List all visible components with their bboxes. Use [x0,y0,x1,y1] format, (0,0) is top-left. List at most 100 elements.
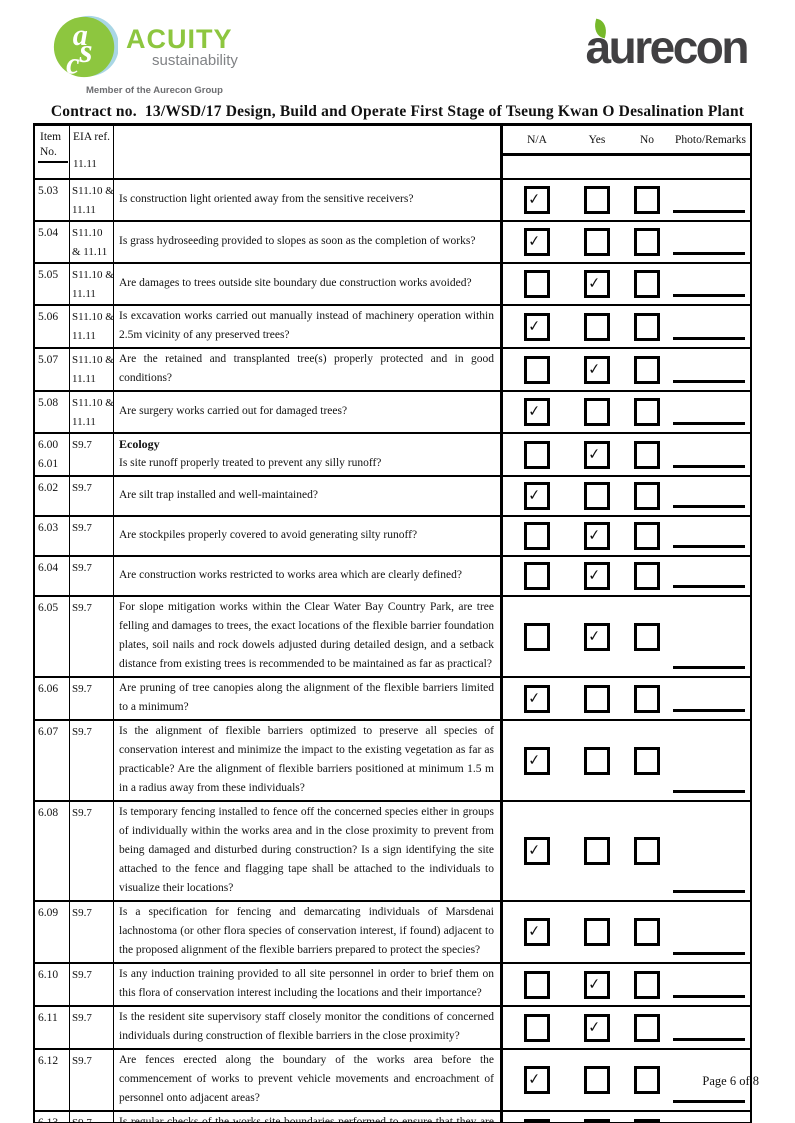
remarks-underline[interactable] [673,294,745,297]
na-checkbox[interactable] [524,522,550,550]
answer-panel [503,721,750,800]
remarks-underline[interactable] [673,465,745,468]
yes-checkbox[interactable] [584,482,610,510]
remarks-underline[interactable] [673,337,745,340]
no-checkbox[interactable] [634,562,660,590]
no-checkbox[interactable] [634,1013,660,1042]
item-no-cell: 5.05 [35,264,70,304]
yes-checkbox[interactable] [584,312,610,341]
yes-checkbox[interactable] [584,355,610,384]
remarks-underline[interactable] [673,890,745,893]
answer-panel [503,802,750,900]
no-checkbox[interactable] [634,970,660,999]
yes-checkbox[interactable] [584,562,610,590]
no-checkbox[interactable] [634,1119,660,1122]
na-checkbox[interactable] [524,1013,550,1042]
no-checkbox[interactable] [634,522,660,550]
yes-checkbox[interactable] [584,1066,610,1094]
yes-checkbox[interactable] [584,186,610,214]
yes-checkbox[interactable] [584,918,610,946]
answer-panel [503,180,750,220]
remarks-underline[interactable] [673,585,745,588]
question-text: Is site runoff properly treated to preve… [119,457,382,469]
header-answer-panel: N/A Yes No Photo/Remarks [503,126,750,178]
yes-checkbox[interactable] [584,837,610,865]
remarks-underline[interactable] [673,505,745,508]
na-checkbox[interactable] [524,746,550,775]
question-cell: Is regular checks of the works site boun… [114,1112,503,1122]
no-checkbox[interactable] [634,684,660,713]
no-checkbox[interactable] [634,622,660,651]
no-checkbox[interactable] [634,746,660,775]
na-checkbox[interactable] [524,622,550,651]
na-checkbox[interactable] [524,355,550,384]
no-checkbox[interactable] [634,312,660,341]
question-text: Is the alignment of flexible barriers op… [119,725,494,794]
yes-checkbox[interactable] [584,746,610,775]
logo-header: a s c ACUITY sustainability Member of th… [0,0,795,96]
remarks-underline[interactable] [673,380,745,383]
remarks-underline[interactable] [673,666,745,669]
na-checkbox[interactable] [524,482,550,510]
no-checkbox[interactable] [634,440,660,469]
yes-checkbox[interactable] [584,440,610,469]
no-checkbox[interactable] [634,398,660,426]
item-no-cell: 5.08 [35,392,70,432]
section-heading: Ecology [119,437,160,451]
yes-checkbox[interactable] [584,270,610,298]
yes-checkbox[interactable] [584,522,610,550]
answer-panel [503,434,750,475]
na-checkbox[interactable] [524,312,550,341]
no-checkbox[interactable] [634,837,660,865]
yes-checkbox[interactable] [584,1013,610,1042]
eia-ref-cell: S9.7 [70,477,114,515]
eia-ref-cell: S11.10 & 11.11 [70,180,114,220]
no-checkbox[interactable] [634,270,660,298]
remarks-underline[interactable] [673,709,745,712]
na-checkbox[interactable] [524,270,550,298]
table-row: 6.04 S9.7 Are construction works restric… [35,557,750,597]
svg-text:c: c [66,46,79,80]
na-checkbox[interactable] [524,837,550,865]
no-checkbox[interactable] [634,228,660,256]
na-checkbox[interactable] [524,1119,550,1122]
na-checkbox[interactable] [524,1066,550,1094]
answer-panel [503,306,750,347]
na-checkbox[interactable] [524,684,550,713]
yes-checkbox[interactable] [584,398,610,426]
remarks-underline[interactable] [673,995,745,998]
yes-checkbox[interactable] [584,228,610,256]
na-checkbox[interactable] [524,186,550,214]
answer-panel [503,557,750,595]
yes-checkbox[interactable] [584,684,610,713]
na-checkbox[interactable] [524,918,550,946]
remarks-underline[interactable] [673,1100,745,1103]
remarks-underline[interactable] [673,545,745,548]
question-cell: Are surgery works carried out for damage… [114,392,503,432]
yes-checkbox[interactable] [584,970,610,999]
no-checkbox[interactable] [634,186,660,214]
na-checkbox[interactable] [524,228,550,256]
no-checkbox[interactable] [634,355,660,384]
na-checkbox[interactable] [524,398,550,426]
yes-checkbox[interactable] [584,622,610,651]
na-checkbox[interactable] [524,970,550,999]
answer-panel [503,597,750,676]
table-row: 6.09 S9.7 Is a specification for fencing… [35,902,750,964]
no-checkbox[interactable] [634,918,660,946]
table-row: 6.11 S9.7 Is the resident site superviso… [35,1007,750,1050]
no-checkbox[interactable] [634,1066,660,1094]
no-checkbox[interactable] [634,482,660,510]
item-no-cell: 6.08 [35,802,70,900]
remarks-underline[interactable] [673,790,745,793]
remarks-underline[interactable] [673,252,745,255]
remarks-underline[interactable] [673,1038,745,1041]
remarks-underline[interactable] [673,210,745,213]
table-row: 5.06 S11.10 & 11.11 Is excavation works … [35,306,750,349]
na-checkbox[interactable] [524,440,550,469]
na-checkbox[interactable] [524,562,550,590]
yes-checkbox[interactable] [584,1119,610,1122]
remarks-underline[interactable] [673,952,745,955]
remarks-underline[interactable] [673,422,745,425]
